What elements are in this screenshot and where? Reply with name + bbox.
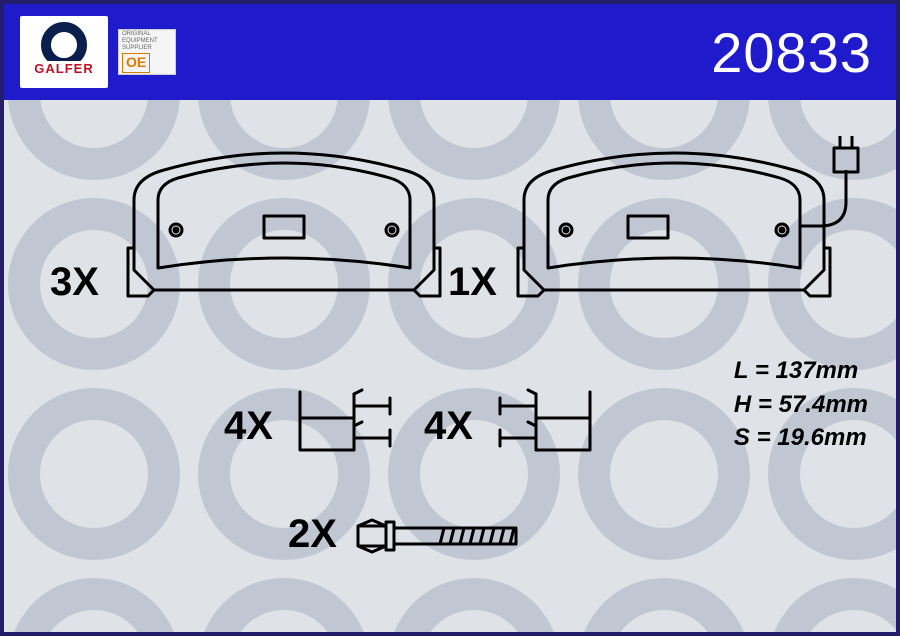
oe-small-text: ORIGINAL EQUIPMENT SUPPLIER — [122, 31, 172, 51]
bolt-row: 2X — [4, 510, 896, 570]
dim-length: L = 137mm — [734, 354, 868, 388]
dim-thickness: S = 19.6mm — [734, 421, 868, 455]
pad-left-qty: 3X — [50, 260, 99, 305]
dimensions-block: L = 137mm H = 57.4mm S = 19.6mm — [734, 354, 868, 455]
brand-logo: GALFER — [20, 16, 108, 88]
oe-mark: OE — [122, 53, 150, 72]
clip-left-qty: 4X — [224, 404, 273, 449]
brand-name: GALFER — [32, 61, 95, 76]
oe-badge: ORIGINAL EQUIPMENT SUPPLIER OE — [118, 29, 176, 75]
bolt-icon — [354, 516, 524, 556]
logo-group: GALFER ORIGINAL EQUIPMENT SUPPLIER OE — [20, 16, 176, 88]
pads-row: 3X — [4, 120, 896, 320]
clip-right-icon — [490, 388, 600, 466]
dim-height: H = 57.4mm — [734, 388, 868, 422]
clip-right-qty: 4X — [424, 404, 473, 449]
clip-left-icon — [290, 388, 400, 466]
diagram-frame: GALFER GALFER GALFER ORIGINAL EQUIPMENT … — [0, 0, 900, 636]
pad-right-qty: 1X — [448, 260, 497, 305]
part-number: 20833 — [711, 20, 872, 85]
bolt-qty: 2X — [288, 512, 337, 557]
header-bar: GALFER ORIGINAL EQUIPMENT SUPPLIER OE 20… — [4, 4, 896, 100]
brake-pad-left-icon — [114, 130, 454, 300]
diagram-content: 3X — [4, 100, 896, 632]
brake-pad-right-icon — [504, 130, 864, 300]
